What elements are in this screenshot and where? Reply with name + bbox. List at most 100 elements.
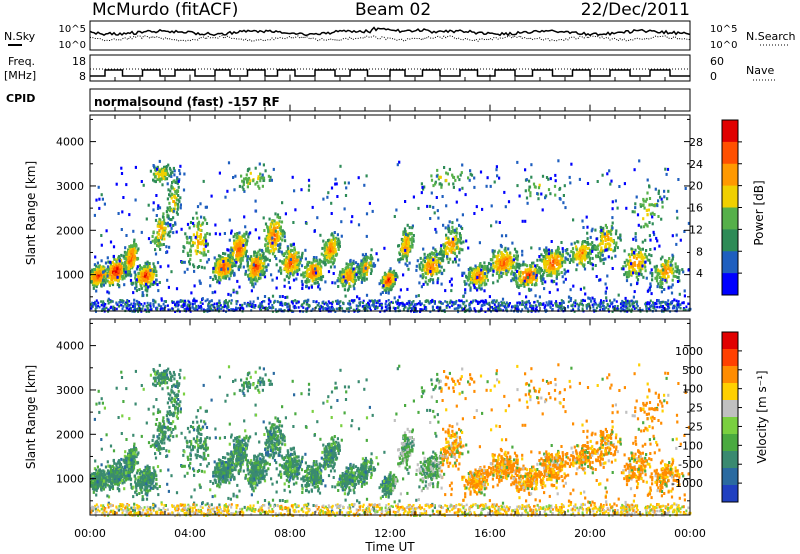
power-cell xyxy=(300,279,304,283)
power-cell xyxy=(111,260,114,264)
power-cell xyxy=(365,272,368,276)
power-cell xyxy=(240,255,243,259)
power-cell xyxy=(439,261,442,265)
power-cell xyxy=(549,273,552,277)
power-cell xyxy=(570,242,573,246)
power-cell xyxy=(186,267,189,271)
power-cell xyxy=(295,277,298,281)
power-cell xyxy=(663,288,666,291)
power-cell xyxy=(219,254,222,258)
power-cell xyxy=(226,270,229,274)
power-cell xyxy=(551,268,554,272)
power-cell xyxy=(260,248,264,252)
power-cell xyxy=(645,208,648,212)
power-cell xyxy=(240,253,243,257)
power-cell xyxy=(130,302,133,306)
power-cell xyxy=(421,263,424,267)
power-cell xyxy=(505,262,508,265)
power-cell xyxy=(254,282,257,286)
power-cell xyxy=(612,239,615,242)
power-cell xyxy=(367,266,370,269)
power-cell xyxy=(433,301,436,305)
power-cell xyxy=(422,282,425,286)
power-cell xyxy=(426,263,429,267)
power-cell xyxy=(273,240,276,244)
power-cell xyxy=(383,288,386,292)
power-cell xyxy=(610,248,613,251)
power-cell xyxy=(610,237,613,241)
power-cell xyxy=(227,258,230,262)
power-cell xyxy=(424,276,428,280)
power-cell xyxy=(672,271,675,275)
power-cell xyxy=(401,257,404,261)
power-cell xyxy=(96,276,99,280)
power-cell xyxy=(177,198,180,202)
power-cell xyxy=(549,261,552,265)
power-cell xyxy=(493,266,496,270)
power-cell xyxy=(451,225,454,229)
power-cell xyxy=(196,224,200,228)
power-cell xyxy=(527,287,531,291)
power-cell xyxy=(174,203,177,207)
power-cell xyxy=(141,276,144,280)
power-cell xyxy=(243,189,246,193)
power-cell xyxy=(253,277,257,281)
power-cell xyxy=(508,256,511,260)
power-cell xyxy=(163,221,167,225)
power-cell xyxy=(168,205,171,209)
power-cell xyxy=(316,274,319,278)
power-cell xyxy=(354,278,357,282)
power-cell xyxy=(169,230,172,234)
power-cell xyxy=(287,269,290,272)
power-cell xyxy=(133,242,136,246)
power-cell xyxy=(351,275,354,279)
power-cell xyxy=(166,221,169,225)
power-cell xyxy=(109,262,112,266)
power-cell xyxy=(159,177,162,181)
power-cell xyxy=(99,276,102,280)
power-cell xyxy=(448,220,451,224)
power-cell xyxy=(323,243,326,247)
power-cell xyxy=(353,281,356,285)
power-cell xyxy=(231,265,234,269)
power-cell xyxy=(190,238,193,242)
power-cell xyxy=(563,184,566,188)
power-cell xyxy=(678,269,681,273)
power-cell xyxy=(659,285,662,289)
power-cell xyxy=(446,241,449,245)
power-cell xyxy=(261,269,264,273)
power-cell xyxy=(167,231,170,235)
power-cell xyxy=(646,178,649,182)
power-cell xyxy=(132,262,136,266)
power-cell xyxy=(389,270,392,274)
power-cell xyxy=(641,247,644,251)
power-cell xyxy=(265,234,268,238)
power-cell xyxy=(454,237,458,241)
power-cell xyxy=(252,272,256,275)
power-cell xyxy=(221,274,224,278)
power-cell xyxy=(133,238,136,242)
power-cell xyxy=(268,217,271,221)
power-cell xyxy=(389,287,392,291)
power-cell xyxy=(502,257,505,261)
power-cell xyxy=(360,273,363,277)
power-cell xyxy=(277,248,280,252)
power-cell xyxy=(128,256,131,260)
power-cell xyxy=(480,270,483,274)
power-cell xyxy=(282,253,285,257)
power-cell xyxy=(469,169,472,173)
power-cell xyxy=(248,257,251,261)
power-cell xyxy=(308,275,311,279)
noise-left-label: N.Sky xyxy=(4,30,36,43)
power-cell xyxy=(170,226,173,230)
power-cell xyxy=(483,283,486,287)
power-cell xyxy=(123,269,126,273)
power-cell xyxy=(423,268,426,272)
power-cell xyxy=(189,221,193,224)
power-cell xyxy=(657,270,660,274)
power-cell xyxy=(240,236,244,240)
power-cell xyxy=(445,233,448,237)
power-cell xyxy=(436,278,439,282)
power-cell xyxy=(200,251,203,255)
power-cell xyxy=(628,269,631,273)
